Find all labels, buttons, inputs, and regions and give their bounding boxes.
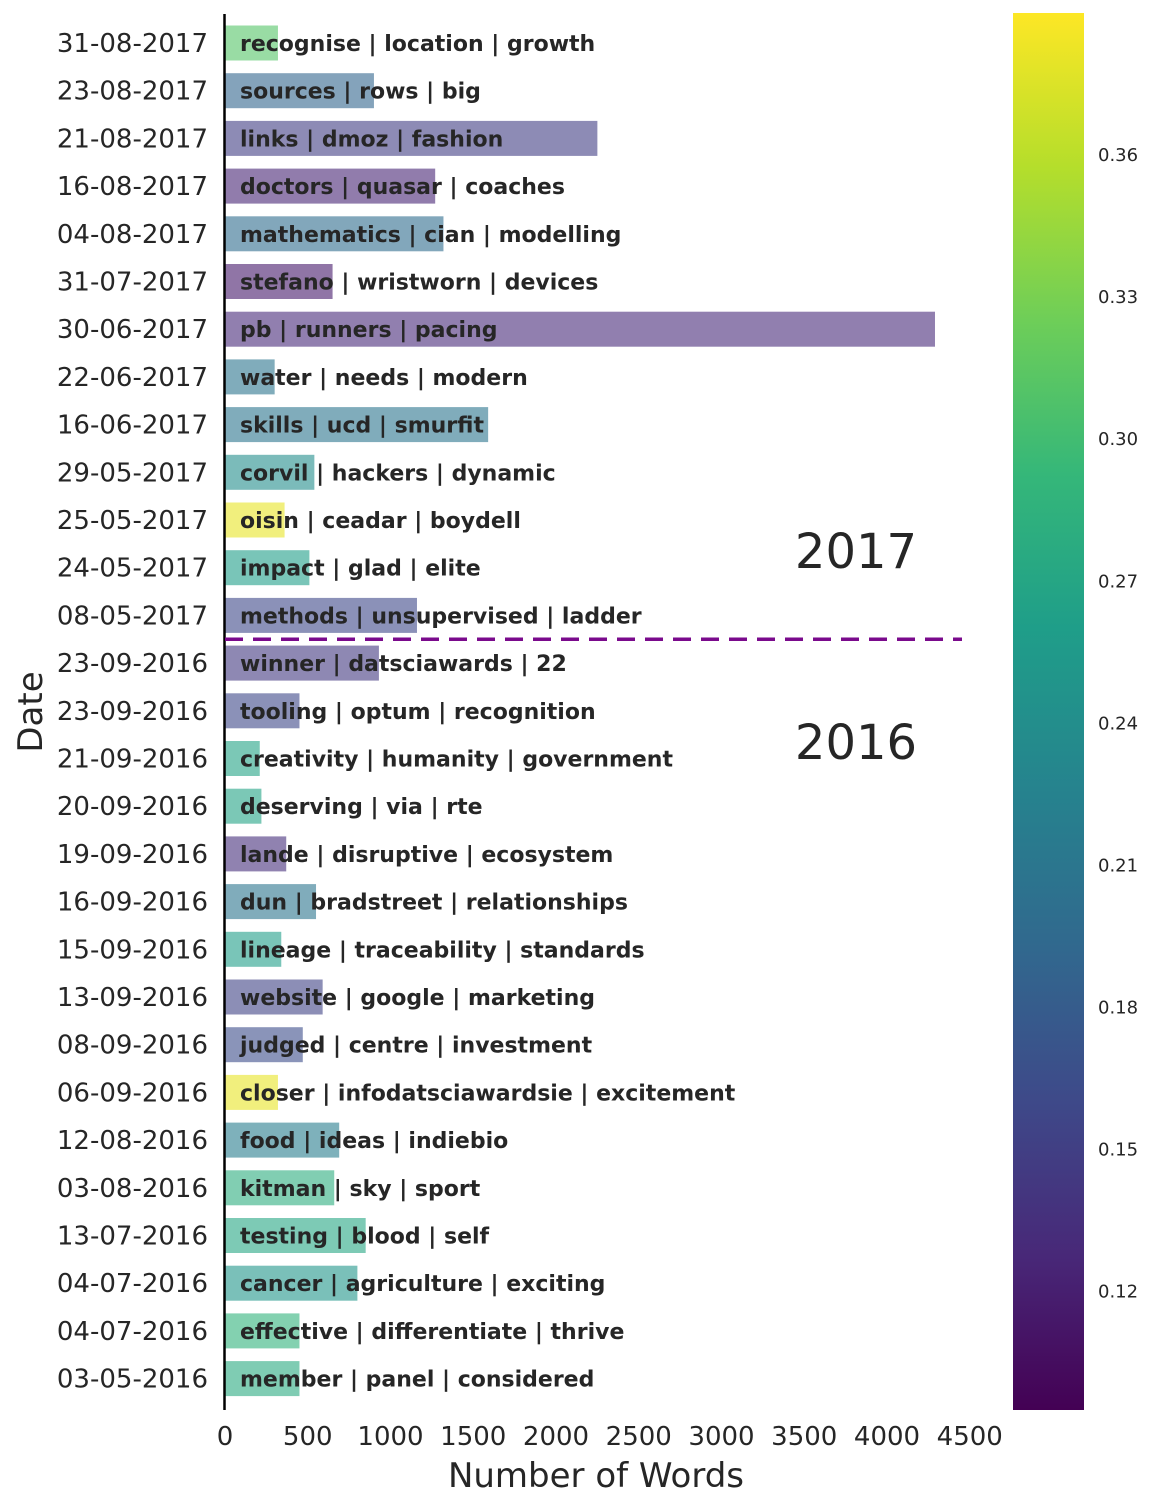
- y-tick-label: 24-05-2017: [57, 554, 208, 584]
- colorbar-tick-label: 0.30: [1098, 429, 1138, 450]
- y-tick-label: 21-08-2017: [57, 124, 208, 154]
- bar-data-label: effective | differentiate | thrive: [240, 1320, 624, 1345]
- bar-data-label: mathematics | cian | modelling: [240, 223, 621, 248]
- x-tick-labels: 0 500 1000 1500 2000 2500 3000 3500 4000 4500: [217, 1422, 1003, 1452]
- bar-data-label: doctors | quasar | coaches: [240, 175, 565, 200]
- colorbar-ticks: 0.12 0.15 0.18 0.21 0.24 0.27 0.30 0.33 0.36: [1098, 145, 1138, 1303]
- bar-data-label: oisin | ceadar | boydell: [240, 509, 521, 534]
- y-tick-label: 30-06-2017: [57, 315, 208, 345]
- bar-data-label: closer | infodatsciawardsie | excitement: [240, 1081, 736, 1106]
- colorbar-tick-label: 0.12: [1098, 1282, 1138, 1303]
- bar-data-label: cancer | agriculture | exciting: [240, 1272, 605, 1297]
- colorbar: [1013, 13, 1084, 1410]
- y-tick-label: 31-08-2017: [57, 29, 208, 59]
- bar-data-label: creativity | humanity | government: [240, 748, 673, 773]
- y-tick-label: 16-06-2017: [57, 411, 208, 441]
- y-tick-label: 06-09-2016: [57, 1078, 208, 1108]
- y-tick-label: 16-09-2016: [57, 888, 208, 918]
- y-tick-label: 16-08-2017: [57, 172, 208, 202]
- bar-data-label: dun | bradstreet | relationships: [240, 891, 628, 916]
- bar-data-label: water | needs | modern: [240, 366, 528, 391]
- bar-data-label: lande | disruptive | ecosystem: [240, 843, 613, 868]
- x-tick-label: 0: [217, 1422, 234, 1452]
- bar-data-label: testing | blood | self: [240, 1225, 490, 1250]
- bar-labels-layer: recognise | location | growth sources | r…: [239, 32, 736, 1393]
- y-tick-label: 19-09-2016: [57, 840, 208, 870]
- bar-data-label: kitman | sky | sport: [240, 1177, 481, 1202]
- bar-data-label: corvil | hackers | dynamic: [240, 461, 556, 486]
- colorbar-tick-label: 0.33: [1098, 287, 1138, 308]
- bar-data-label: impact | glad | elite: [240, 557, 481, 582]
- x-tick-label: 1000: [357, 1422, 423, 1452]
- y-tick-label: 08-09-2016: [57, 1031, 208, 1061]
- y-tick-label: 04-07-2016: [57, 1269, 208, 1299]
- bar-data-label: deserving | via | rte: [240, 795, 483, 820]
- y-tick-label: 25-05-2017: [57, 506, 208, 536]
- y-tick-label: 20-09-2016: [57, 792, 208, 822]
- y-axis-title: Date: [11, 671, 51, 752]
- colorbar-tick-label: 0.36: [1098, 145, 1138, 166]
- year-annotation-2017: 2017: [795, 524, 917, 580]
- bar-data-label: sources | rows | big: [240, 80, 481, 105]
- x-tick-label: 2500: [606, 1422, 672, 1452]
- y-tick-label: 12-08-2016: [57, 1126, 208, 1156]
- y-tick-label: 08-05-2017: [57, 601, 208, 631]
- bar-data-label: winner | datsciawards | 22: [240, 652, 567, 677]
- colorbar-tick-label: 0.24: [1098, 713, 1138, 734]
- colorbar-tick-label: 0.21: [1098, 855, 1138, 876]
- y-tick-label: 04-07-2016: [57, 1317, 208, 1347]
- y-tick-label: 04-08-2017: [57, 220, 208, 250]
- x-tick-label: 3500: [771, 1422, 837, 1452]
- bar-data-label: food | ideas | indiebio: [240, 1129, 508, 1154]
- bar-data-label: judged | centre | investment: [239, 1034, 593, 1059]
- bar-data-label: stefano | wristworn | devices: [240, 271, 598, 296]
- bar-data-label: member | panel | considered: [240, 1368, 594, 1393]
- y-tick-label: 03-05-2016: [57, 1365, 208, 1395]
- colorbar-tick-label: 0.18: [1098, 997, 1138, 1018]
- colorbar-tick-label: 0.15: [1098, 1140, 1138, 1161]
- bar-data-label: lineage | traceability | standards: [240, 938, 645, 963]
- y-tick-label: 21-09-2016: [57, 745, 208, 775]
- y-tick-labels: 31-08-2017 23-08-2017 21-08-2017 16-08-2017…: [57, 29, 208, 1395]
- bar-data-label: skills | ucd | smurfit: [240, 414, 484, 439]
- bar-data-label: links | dmoz | fashion: [240, 127, 503, 152]
- x-tick-label: 500: [283, 1422, 333, 1452]
- bar-data-label: tooling | optum | recognition: [240, 700, 596, 725]
- y-tick-label: 13-07-2016: [57, 1222, 208, 1252]
- bar-data-label: pb | runners | pacing: [240, 318, 498, 343]
- y-tick-label: 23-09-2016: [57, 697, 208, 727]
- y-tick-label: 15-09-2016: [57, 935, 208, 965]
- y-tick-label: 22-06-2017: [57, 363, 208, 393]
- x-tick-label: 4500: [937, 1422, 1003, 1452]
- y-tick-label: 23-08-2017: [57, 77, 208, 107]
- y-tick-label: 31-07-2017: [57, 268, 208, 298]
- x-tick-label: 2000: [523, 1422, 589, 1452]
- x-tick-label: 1500: [440, 1422, 506, 1452]
- colorbar-tick-label: 0.27: [1098, 571, 1138, 592]
- x-tick-label: 4000: [854, 1422, 920, 1452]
- bar-data-label: website | google | marketing: [240, 986, 595, 1011]
- year-annotation-2016: 2016: [795, 715, 917, 771]
- y-tick-label: 13-09-2016: [57, 983, 208, 1013]
- x-axis-title: Number of Words: [448, 1456, 744, 1496]
- y-tick-label: 23-09-2016: [57, 649, 208, 679]
- y-tick-label: 29-05-2017: [57, 458, 208, 488]
- x-tick-label: 3000: [688, 1422, 754, 1452]
- bar-data-label: recognise | location | growth: [240, 32, 595, 57]
- y-tick-label: 03-08-2016: [57, 1174, 208, 1204]
- bar-data-label: methods | unsupervised | ladder: [240, 604, 642, 629]
